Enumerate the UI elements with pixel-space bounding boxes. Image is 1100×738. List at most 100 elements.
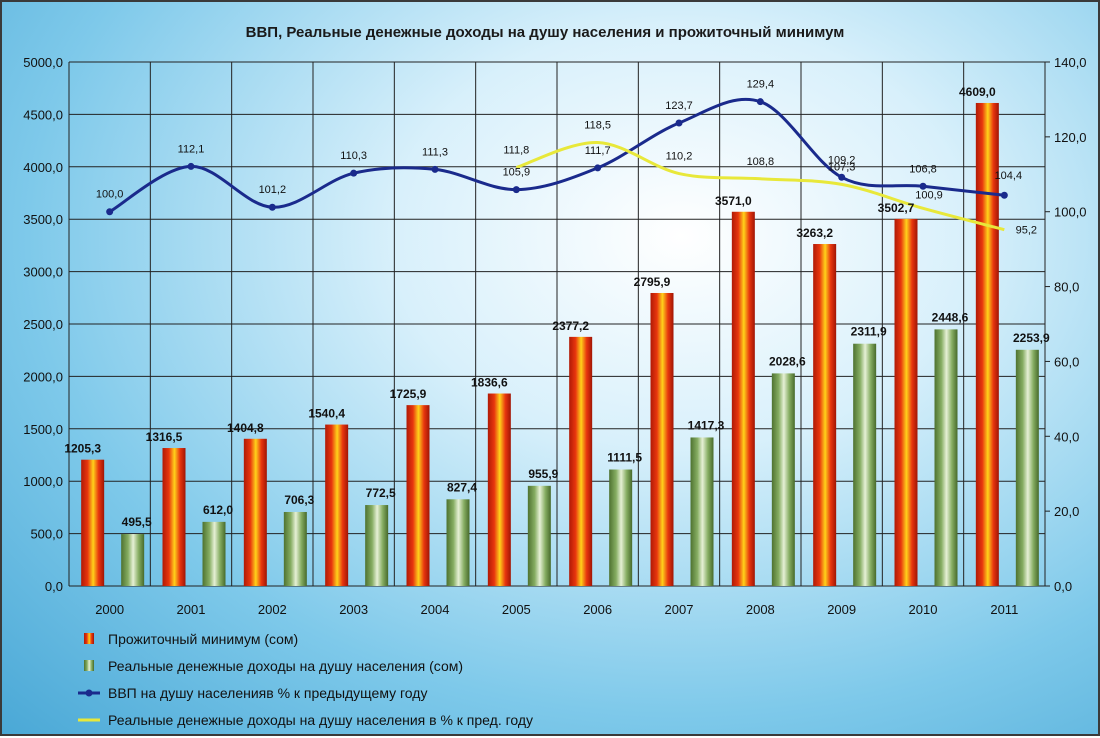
bar-value-label: 1540,4 <box>308 407 345 421</box>
line-value-label: 100,9 <box>915 189 943 201</box>
right-tick-label: 60,0 <box>1054 354 1079 369</box>
line-value-label: 112,1 <box>178 143 205 155</box>
line-value-label: 118,5 <box>584 119 611 131</box>
line-value-label: 123,7 <box>665 100 693 112</box>
bar-value-label: 3502,7 <box>878 201 915 215</box>
bar-value-label: 4609,0 <box>959 85 996 99</box>
bar-income <box>446 499 470 586</box>
bar-value-label: 2795,9 <box>634 275 671 289</box>
left-tick-label: 2500,0 <box>23 317 63 332</box>
bar-subsistence <box>162 448 186 586</box>
line-value-label: 111,3 <box>422 146 448 158</box>
line-value-label: 129,4 <box>747 79 775 91</box>
category-label: 2004 <box>421 602 450 617</box>
right-tick-label: 140,0 <box>1054 55 1087 70</box>
legend-label: Реальные денежные доходы на душу населен… <box>108 658 463 674</box>
right-tick-label: 40,0 <box>1054 429 1079 444</box>
bar-income <box>934 329 958 586</box>
line-marker <box>1000 191 1008 199</box>
left-tick-label: 5000,0 <box>23 55 63 70</box>
line-value-label: 101,2 <box>259 184 287 196</box>
line-value-label: 104,4 <box>995 170 1023 182</box>
line-value-label: 111,7 <box>585 145 611 157</box>
bar-income <box>1015 349 1039 586</box>
bar-value-label: 495,5 <box>122 515 152 529</box>
line-marker <box>675 119 683 127</box>
bar-value-label: 827,4 <box>447 480 477 494</box>
category-label: 2008 <box>746 602 775 617</box>
left-tick-label: 500,0 <box>30 527 63 542</box>
line-marker <box>594 164 602 172</box>
bar-subsistence <box>731 211 755 586</box>
bar-value-label: 2311,9 <box>851 325 887 339</box>
bar-subsistence <box>650 292 674 586</box>
bar-income <box>121 534 145 586</box>
left-tick-label: 4500,0 <box>23 107 63 122</box>
bar-subsistence <box>406 405 430 586</box>
line-value-label: 110,2 <box>666 151 693 163</box>
line-value-label: 107,3 <box>828 161 856 173</box>
line-value-label: 105,9 <box>503 167 531 179</box>
category-label: 2001 <box>177 602 206 617</box>
data-labels: 1205,3 1316,5 1404,8 1540,4 1725,9 1836,6 2377… <box>64 79 1050 529</box>
line-marker <box>106 208 114 216</box>
bar-income <box>527 485 551 586</box>
category-label: 2006 <box>583 602 612 617</box>
line-marker <box>756 98 764 106</box>
legend-swatch <box>84 660 94 671</box>
bar-value-label: 1111,5 <box>607 451 642 465</box>
bar-income <box>283 511 307 586</box>
line-value-label: 108,8 <box>747 156 775 168</box>
bar-subsistence <box>243 438 267 586</box>
axes: 0,0 500,0 1000,0 1500,0 2000,0 2500,0 3000,0 35… <box>23 55 1086 617</box>
bar-subsistence <box>569 336 593 586</box>
line-value-label: 100,0 <box>96 189 124 201</box>
left-tick-label: 3500,0 <box>23 212 63 227</box>
category-label: 2007 <box>665 602 694 617</box>
category-label: 2010 <box>909 602 938 617</box>
category-label: 2005 <box>502 602 531 617</box>
legend-swatch <box>84 633 94 644</box>
category-label: 2003 <box>339 602 368 617</box>
right-tick-label: 20,0 <box>1054 504 1079 519</box>
line-value-label: 106,8 <box>909 163 937 175</box>
line-marker <box>431 165 439 173</box>
category-label: 2009 <box>827 602 856 617</box>
bar-value-label: 2253,9 <box>1013 331 1050 345</box>
bar-subsistence <box>894 218 918 586</box>
legend-label: ВВП на душу населенияв % к предыдущему г… <box>108 685 427 701</box>
bar-income <box>690 437 714 586</box>
line-value-label: 110,3 <box>340 150 367 162</box>
bar-subsistence <box>81 459 105 586</box>
legend: Прожиточный минимум (сом) Реальные денежн… <box>78 631 533 728</box>
bar-value-label: 612,0 <box>203 503 233 517</box>
bar-value-label: 3571,0 <box>715 194 752 208</box>
bar-subsistence <box>325 424 349 586</box>
category-label: 2011 <box>990 602 1018 617</box>
bar-value-label: 1404,8 <box>227 421 264 435</box>
bar-subsistence <box>487 393 511 586</box>
line-gdp <box>108 97 1005 214</box>
bar-value-label: 955,9 <box>528 467 558 481</box>
line-marker <box>512 186 520 194</box>
bar-income <box>853 343 877 586</box>
category-label: 2002 <box>258 602 287 617</box>
bar-value-label: 1205,3 <box>64 442 101 456</box>
bar-value-label: 3263,2 <box>796 226 833 240</box>
line-income-pct <box>515 140 1005 232</box>
bar-value-label: 2028,6 <box>769 354 806 368</box>
line-marker <box>838 173 846 181</box>
right-tick-label: 100,0 <box>1054 205 1087 220</box>
line-marker <box>919 182 927 190</box>
bar-subsistence <box>813 244 837 586</box>
right-tick-label: 80,0 <box>1054 280 1079 295</box>
left-tick-label: 1500,0 <box>23 422 63 437</box>
bar-value-label: 1836,6 <box>471 376 508 390</box>
bar-value-label: 706,3 <box>284 493 314 507</box>
bar-value-label: 772,5 <box>366 486 396 500</box>
line-value-label: 109,2 <box>828 154 856 166</box>
legend-label: Реальные денежные доходы на душу населен… <box>108 712 533 728</box>
bar-value-label: 2377,2 <box>552 319 589 333</box>
